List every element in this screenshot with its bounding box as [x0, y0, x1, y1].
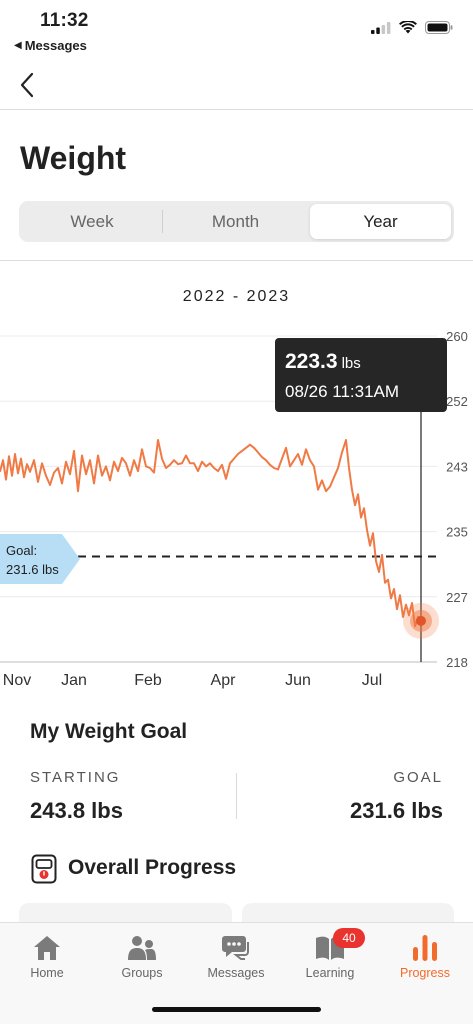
- tooltip-datetime: 08/26 11:31AM: [285, 382, 400, 401]
- weight-series-line: [0, 439, 422, 628]
- tab-groups[interactable]: Groups: [95, 931, 189, 980]
- tab-messages[interactable]: Messages: [189, 931, 283, 980]
- tooltip-value: 223.3: [285, 350, 338, 373]
- segment-divider: [162, 210, 163, 233]
- header-divider: [0, 109, 473, 110]
- goal-divider: [236, 773, 237, 819]
- period-segmented-control: Week Month Year: [19, 201, 454, 242]
- goal-weight-value: 231.6 lbs: [350, 798, 443, 823]
- learning-badge: 40: [333, 928, 365, 948]
- x-tick-label: Jul: [362, 672, 382, 689]
- starting-label: STARTING: [30, 769, 121, 786]
- date-range-label: 2022 - 2023: [182, 288, 291, 305]
- tab-learning[interactable]: 40 Learning: [283, 928, 377, 980]
- back-app-label: Messages: [24, 38, 87, 53]
- chevron-left-icon: [20, 72, 34, 98]
- y-tick-label: 235: [446, 525, 468, 540]
- tab-learning-label: Learning: [305, 966, 355, 980]
- selected-point-tooltip: 223.3 lbs 08/26 11:31AM: [275, 338, 447, 412]
- y-tick-label: 243: [446, 459, 468, 474]
- overall-progress-heading: Overall Progress: [68, 856, 237, 879]
- x-tick-label: Feb: [134, 672, 162, 689]
- home-indicator: [152, 1007, 321, 1012]
- weight-goal-heading: My Weight Goal: [30, 720, 188, 743]
- tab-progress-label: Progress: [399, 966, 451, 980]
- segment-week[interactable]: Week: [70, 212, 114, 231]
- scale-icon: [31, 854, 57, 884]
- selected-point: [416, 615, 426, 626]
- wifi-icon: [399, 21, 417, 34]
- weight-chart[interactable]: 260 252 243 235 227 218 Nov Jan Feb Apr Jun Jul: [0, 322, 473, 702]
- x-tick-label: Nov: [3, 672, 31, 689]
- y-tick-label: 218: [446, 655, 468, 670]
- battery-icon: [425, 21, 453, 34]
- back-to-app-link[interactable]: ◀ Messages: [14, 38, 87, 53]
- groups-icon: [128, 936, 156, 960]
- back-button[interactable]: [18, 70, 42, 100]
- tab-home-label: Home: [30, 966, 64, 980]
- back-triangle-icon: ◀: [14, 40, 22, 51]
- section-divider: [0, 260, 473, 261]
- status-icons: [371, 21, 453, 34]
- tab-messages-label: Messages: [207, 966, 265, 980]
- signal-icon: [371, 21, 391, 34]
- goal-tag-label: Goal:: [6, 543, 38, 558]
- starting-weight-value: 243.8 lbs: [30, 798, 123, 823]
- home-icon: [34, 936, 60, 960]
- goal-tag: Goal: 231.6 lbs: [0, 534, 80, 584]
- tab-progress[interactable]: Progress: [378, 931, 472, 980]
- x-tick-label: Apr: [211, 672, 237, 689]
- tab-home[interactable]: Home: [0, 931, 94, 980]
- tab-groups-label: Groups: [121, 966, 163, 980]
- x-tick-label: Jan: [61, 672, 87, 689]
- y-tick-label: 260: [446, 329, 468, 344]
- messages-icon: [222, 936, 249, 960]
- y-tick-label: 227: [446, 590, 468, 605]
- goal-label: GOAL: [393, 769, 443, 786]
- page-title: Weight: [20, 140, 127, 176]
- segment-year[interactable]: Year: [310, 204, 451, 239]
- tooltip-unit: lbs: [341, 355, 361, 372]
- x-tick-label: Jun: [285, 672, 311, 689]
- status-time: 11:32: [40, 10, 89, 31]
- y-tick-label: 252: [446, 394, 468, 409]
- progress-bars-icon: [413, 935, 437, 961]
- segment-month[interactable]: Month: [211, 212, 260, 231]
- goal-tag-value: 231.6 lbs: [6, 562, 59, 577]
